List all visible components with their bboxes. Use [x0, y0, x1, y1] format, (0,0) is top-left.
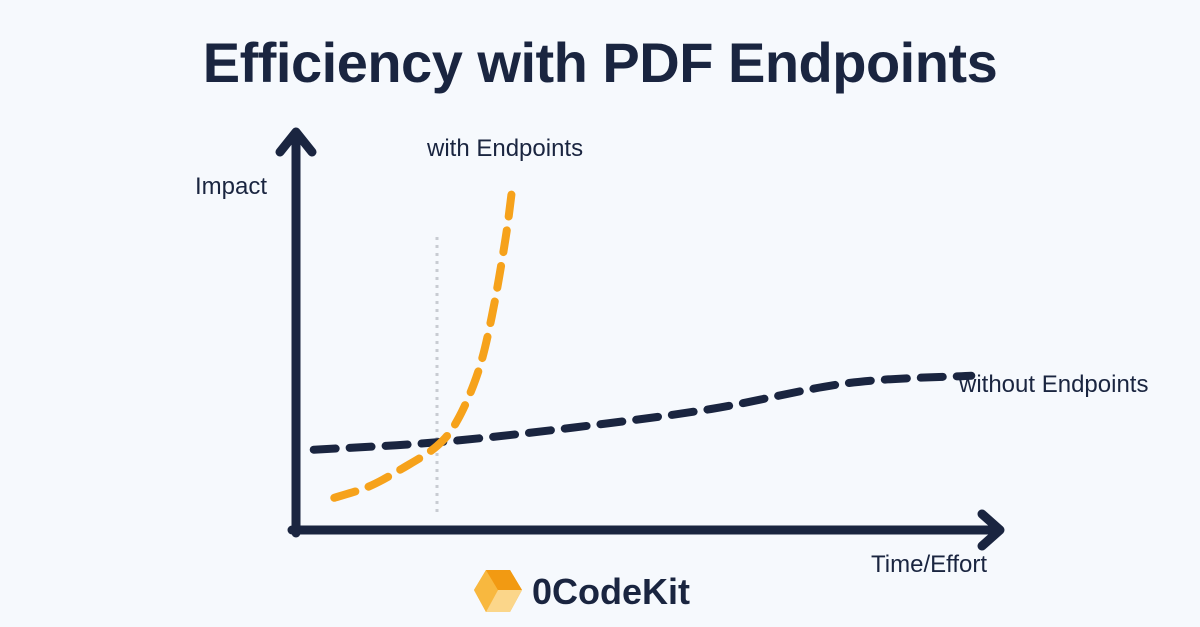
- x-axis-arrow-icon: [977, 509, 1005, 551]
- with-endpoints-line: [330, 183, 517, 502]
- y-axis-label: Impact: [195, 173, 267, 200]
- without-endpoints-line: [309, 371, 976, 454]
- with-endpoints-label: with Endpoints: [426, 135, 583, 162]
- y-axis: [275, 127, 317, 538]
- chart-title: Efficiency with PDF Endpoints: [202, 31, 998, 94]
- brand-name: 0CodeKit: [532, 571, 691, 612]
- without-endpoints-label: without Endpoints: [958, 371, 1148, 398]
- x-axis: [287, 509, 1005, 551]
- y-axis-arrow-icon: [275, 127, 317, 157]
- brand: 0CodeKit: [472, 568, 690, 616]
- cube-logo-icon: [474, 570, 522, 612]
- x-axis-label: Time/Effort: [871, 551, 987, 578]
